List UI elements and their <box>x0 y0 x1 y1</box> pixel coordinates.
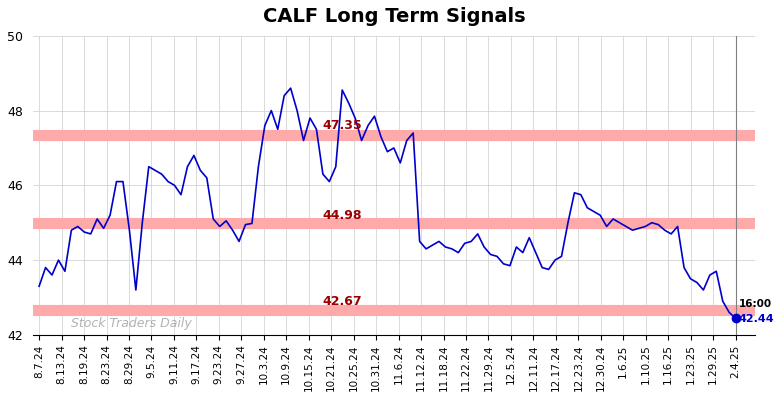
Text: 42.44: 42.44 <box>739 314 775 324</box>
Text: 42.67: 42.67 <box>323 295 362 308</box>
Text: 44.98: 44.98 <box>323 209 362 222</box>
Text: 16:00: 16:00 <box>739 299 772 309</box>
Text: Stock Traders Daily: Stock Traders Daily <box>71 317 192 330</box>
Text: 47.35: 47.35 <box>323 119 362 132</box>
Title: CALF Long Term Signals: CALF Long Term Signals <box>263 7 525 26</box>
